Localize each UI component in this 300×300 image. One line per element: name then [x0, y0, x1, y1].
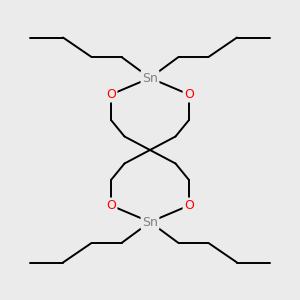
Text: O: O [106, 88, 116, 101]
Text: Sn: Sn [142, 71, 158, 85]
Text: O: O [184, 88, 194, 101]
Text: Sn: Sn [142, 215, 158, 229]
Text: O: O [106, 199, 116, 212]
Text: O: O [184, 199, 194, 212]
